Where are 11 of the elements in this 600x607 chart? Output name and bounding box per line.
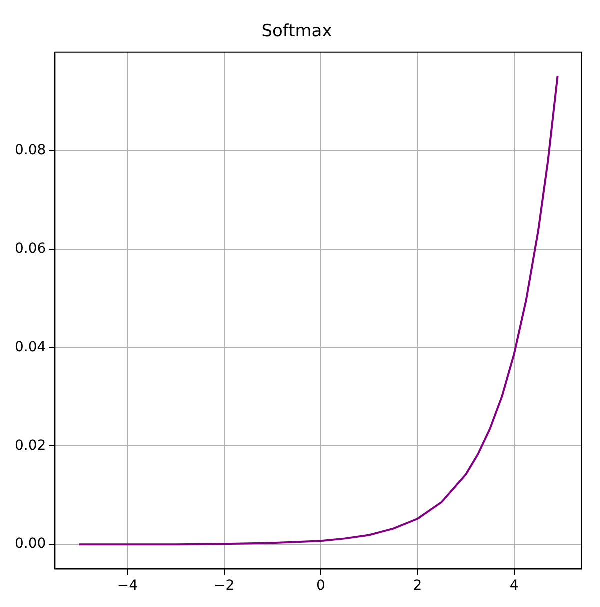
y-tick-label: 0.00 <box>15 536 46 552</box>
chart-title: Softmax <box>262 22 332 42</box>
y-tick-label: 0.02 <box>15 438 46 454</box>
x-tick-label: 4 <box>510 578 519 594</box>
y-tick-label: 0.08 <box>15 142 46 158</box>
x-tick-label: −4 <box>117 578 138 594</box>
x-tick-label: 0 <box>316 578 326 594</box>
y-tick-label: 0.04 <box>15 339 46 356</box>
x-tick-label: −2 <box>214 578 235 594</box>
y-tick-label: 0.06 <box>15 240 46 257</box>
x-tick-label: 2 <box>413 578 422 594</box>
